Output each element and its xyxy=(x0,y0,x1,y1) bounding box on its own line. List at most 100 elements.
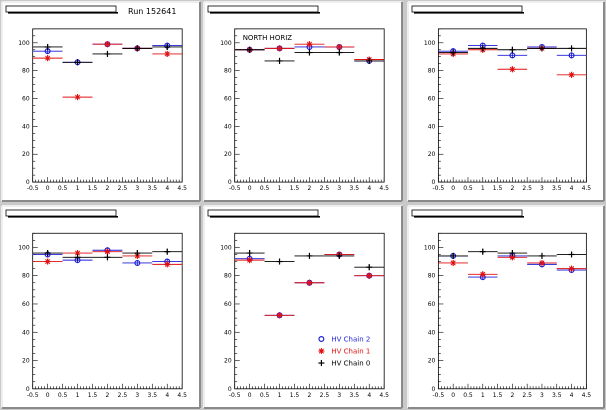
legend-label: HV Chain 2 xyxy=(331,336,370,344)
chart-panel-1: -0.5 0 0.5 1 1.5 2 2.5 3 3.5 4 4.5020406080100Run … xyxy=(1,1,201,202)
x-tick-label: 3.5 xyxy=(552,185,562,192)
x-tick-label: 2 xyxy=(510,392,514,399)
y-tick-label: 0 xyxy=(228,179,232,186)
x-tick-label: 4 xyxy=(367,185,371,192)
data-point xyxy=(74,94,81,100)
x-tick-label: 1 xyxy=(278,392,282,399)
series-hv-chain-1 xyxy=(234,251,385,319)
y-tick-label: 100 xyxy=(220,40,232,47)
x-tick-label: 4.5 xyxy=(379,185,389,192)
x-tick-label: 2.5 xyxy=(522,185,532,192)
x-tick-label: 0.5 xyxy=(58,185,68,192)
x-tick-label: 4.5 xyxy=(582,392,592,399)
x-tick-label: 1 xyxy=(76,392,80,399)
x-tick-label: 1.5 xyxy=(493,185,503,192)
x-tick-label: -0.5 xyxy=(27,392,39,399)
data-point xyxy=(164,261,170,267)
data-point xyxy=(318,336,325,343)
y-tick-label: 80 xyxy=(22,273,30,280)
y-tick-label: 100 xyxy=(424,244,436,251)
y-tick-label: 80 xyxy=(428,68,436,75)
data-point xyxy=(569,266,575,272)
data-point xyxy=(569,72,575,78)
panel-header-box xyxy=(207,209,319,217)
x-tick-label: 0.5 xyxy=(260,185,270,192)
y-tick-label: 80 xyxy=(428,273,436,280)
x-tick-label: 2.5 xyxy=(118,392,128,399)
y-tick-label: 0 xyxy=(228,386,232,393)
series-hv-chain-1 xyxy=(32,248,183,268)
legend-label: HV Chain 0 xyxy=(331,360,370,368)
panel-header-box xyxy=(207,5,319,13)
y-tick-label: 40 xyxy=(22,123,30,130)
x-tick-label: 3 xyxy=(540,392,544,399)
y-tick-label: 100 xyxy=(18,40,30,47)
y-tick-label: 0 xyxy=(26,386,30,393)
y-tick-label: 40 xyxy=(428,123,436,130)
y-tick-label: 20 xyxy=(224,151,232,158)
x-tick-label: 1.5 xyxy=(493,392,503,399)
x-tick-label: 3 xyxy=(540,185,544,192)
data-point xyxy=(45,55,51,61)
x-tick-label: -0.5 xyxy=(433,185,445,192)
x-tick-label: 2.5 xyxy=(522,392,532,399)
panel-annotation: NORTH HORIZ xyxy=(243,34,293,42)
y-tick-label: 40 xyxy=(224,329,232,336)
y-tick-label: 40 xyxy=(428,329,436,336)
chart-panel-2: -0.5 0 0.5 1 1.5 2 2.5 3 3.5 4 4.5020406080100NORT… xyxy=(203,1,403,202)
panel-header-box xyxy=(5,5,117,13)
x-tick-label: -0.5 xyxy=(229,185,241,192)
x-tick-label: 1 xyxy=(278,185,282,192)
panel-header-shadow xyxy=(210,216,320,218)
x-tick-label: 1.5 xyxy=(88,185,98,192)
x-tick-label: 0 xyxy=(248,185,252,192)
panel-header-shadow xyxy=(414,216,524,218)
series-hv-chain-0 xyxy=(438,45,587,56)
y-tick-label: 20 xyxy=(22,151,30,158)
y-tick-label: 20 xyxy=(428,151,436,158)
y-tick-label: 100 xyxy=(18,244,30,251)
data-point xyxy=(539,260,545,266)
x-tick-label: 2.5 xyxy=(320,185,330,192)
x-tick-label: 3.5 xyxy=(350,392,360,399)
x-tick-label: 4.5 xyxy=(177,392,187,399)
x-tick-label: 0 xyxy=(46,392,50,399)
x-tick-label: 0.5 xyxy=(260,392,270,399)
panel-header-box xyxy=(411,5,523,13)
x-tick-label: 3 xyxy=(135,392,139,399)
y-tick-label: 100 xyxy=(424,40,436,47)
plot-frame xyxy=(234,232,385,390)
x-tick-label: 2 xyxy=(106,392,110,399)
x-tick-label: 3.5 xyxy=(350,185,360,192)
series-hv-chain-0 xyxy=(32,43,183,66)
series-hv-chain-0 xyxy=(32,248,183,261)
data-point xyxy=(134,259,141,266)
data-point xyxy=(104,249,110,255)
data-point xyxy=(306,41,312,47)
x-tick-label: 4 xyxy=(165,185,169,192)
panel-header-shadow xyxy=(8,12,118,14)
data-point xyxy=(509,66,515,72)
data-point xyxy=(509,52,516,59)
y-tick-label: 20 xyxy=(22,358,30,365)
series-hv-chain-2 xyxy=(438,42,587,59)
run-label: Run 152641 xyxy=(128,7,176,16)
data-point xyxy=(336,44,342,50)
y-tick-label: 100 xyxy=(220,244,232,251)
x-tick-label: 4 xyxy=(165,392,169,399)
x-tick-label: 3 xyxy=(337,392,341,399)
data-point xyxy=(509,254,515,260)
x-tick-label: 1.5 xyxy=(88,392,98,399)
x-tick-label: 4 xyxy=(570,185,574,192)
x-tick-label: 2 xyxy=(308,392,312,399)
data-point xyxy=(164,51,170,57)
x-tick-label: 3 xyxy=(135,185,139,192)
legend-label: HV Chain 1 xyxy=(331,348,370,356)
x-tick-label: 0 xyxy=(451,392,455,399)
y-tick-label: 60 xyxy=(22,96,30,103)
data-point xyxy=(366,273,372,279)
y-tick-label: 40 xyxy=(22,329,30,336)
